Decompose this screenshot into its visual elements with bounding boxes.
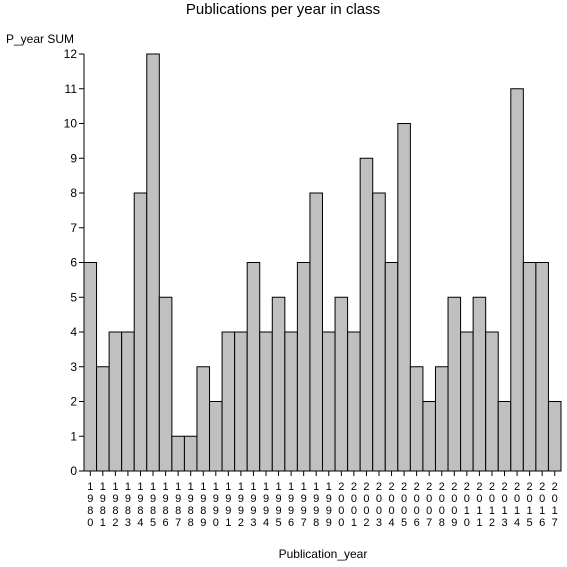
bar-2017 — [547, 401, 562, 472]
bar-1990 — [209, 401, 223, 472]
bar-1980 — [83, 262, 98, 472]
bar-1989 — [196, 366, 211, 472]
x-axis-label: Publication_year — [279, 547, 368, 561]
y-tick-label: 9 — [70, 151, 77, 165]
y-tick-label: 5 — [70, 290, 77, 304]
bar-1982 — [108, 331, 123, 472]
bar-1981 — [96, 366, 110, 472]
y-tick-label: 7 — [70, 221, 77, 235]
bar-2014 — [510, 88, 524, 472]
bar-2010 — [460, 331, 474, 472]
bar-2006 — [409, 366, 424, 472]
y-tick-label: 11 — [65, 82, 78, 96]
bar-2001 — [347, 331, 361, 472]
bar-2012 — [485, 331, 499, 472]
y-tick-label: 4 — [70, 325, 77, 339]
y-tick-label: 2 — [70, 395, 77, 409]
bar-1999 — [322, 331, 336, 472]
bar-1987 — [171, 435, 185, 472]
y-tick-label: 6 — [70, 256, 77, 270]
bars-group — [83, 53, 562, 472]
bar-1997 — [296, 262, 311, 472]
bar-1994 — [259, 331, 273, 472]
y-tick-label: 1 — [70, 429, 77, 443]
bar-1993 — [246, 262, 261, 472]
bar-1988 — [183, 435, 198, 472]
bar-2015 — [522, 262, 537, 472]
bar-1992 — [234, 331, 248, 472]
bar-1998 — [309, 192, 324, 472]
bar-2000 — [334, 296, 349, 472]
bar-1991 — [221, 331, 236, 472]
bar-2002 — [359, 157, 374, 472]
bar-2004 — [384, 262, 399, 472]
chart-title: Publications per year in class — [186, 1, 380, 18]
bar-1995 — [271, 296, 286, 472]
bar-2013 — [497, 401, 512, 472]
bar-1983 — [121, 331, 135, 472]
y-axis-label: P_year SUM — [6, 32, 74, 46]
y-tick-label: 10 — [64, 117, 78, 131]
bar-2011 — [472, 296, 487, 472]
y-tick-label: 12 — [64, 47, 78, 61]
bar-2009 — [447, 296, 462, 472]
bar-1996 — [284, 331, 298, 472]
x-axis: 1 9 8 0 1 9 8 1 1 9 8 2 1 9 8 3 1 9 8 4 1 9 8 5 1 9 8 6 1 9 8 7 1 9 8 8 1 9 8 9… — [84, 470, 561, 529]
bar-2008 — [434, 366, 449, 472]
y-tick-label: 8 — [70, 186, 77, 200]
bar-2003 — [372, 192, 386, 472]
y-tick-label: 3 — [70, 360, 77, 374]
bar-2007 — [422, 401, 436, 472]
bar-2016 — [535, 262, 549, 472]
bar-2005 — [397, 123, 411, 472]
bar-1984 — [133, 192, 148, 472]
bar-1986 — [158, 296, 173, 472]
bar-1985 — [146, 53, 160, 472]
y-tick-label: 0 — [70, 464, 77, 478]
